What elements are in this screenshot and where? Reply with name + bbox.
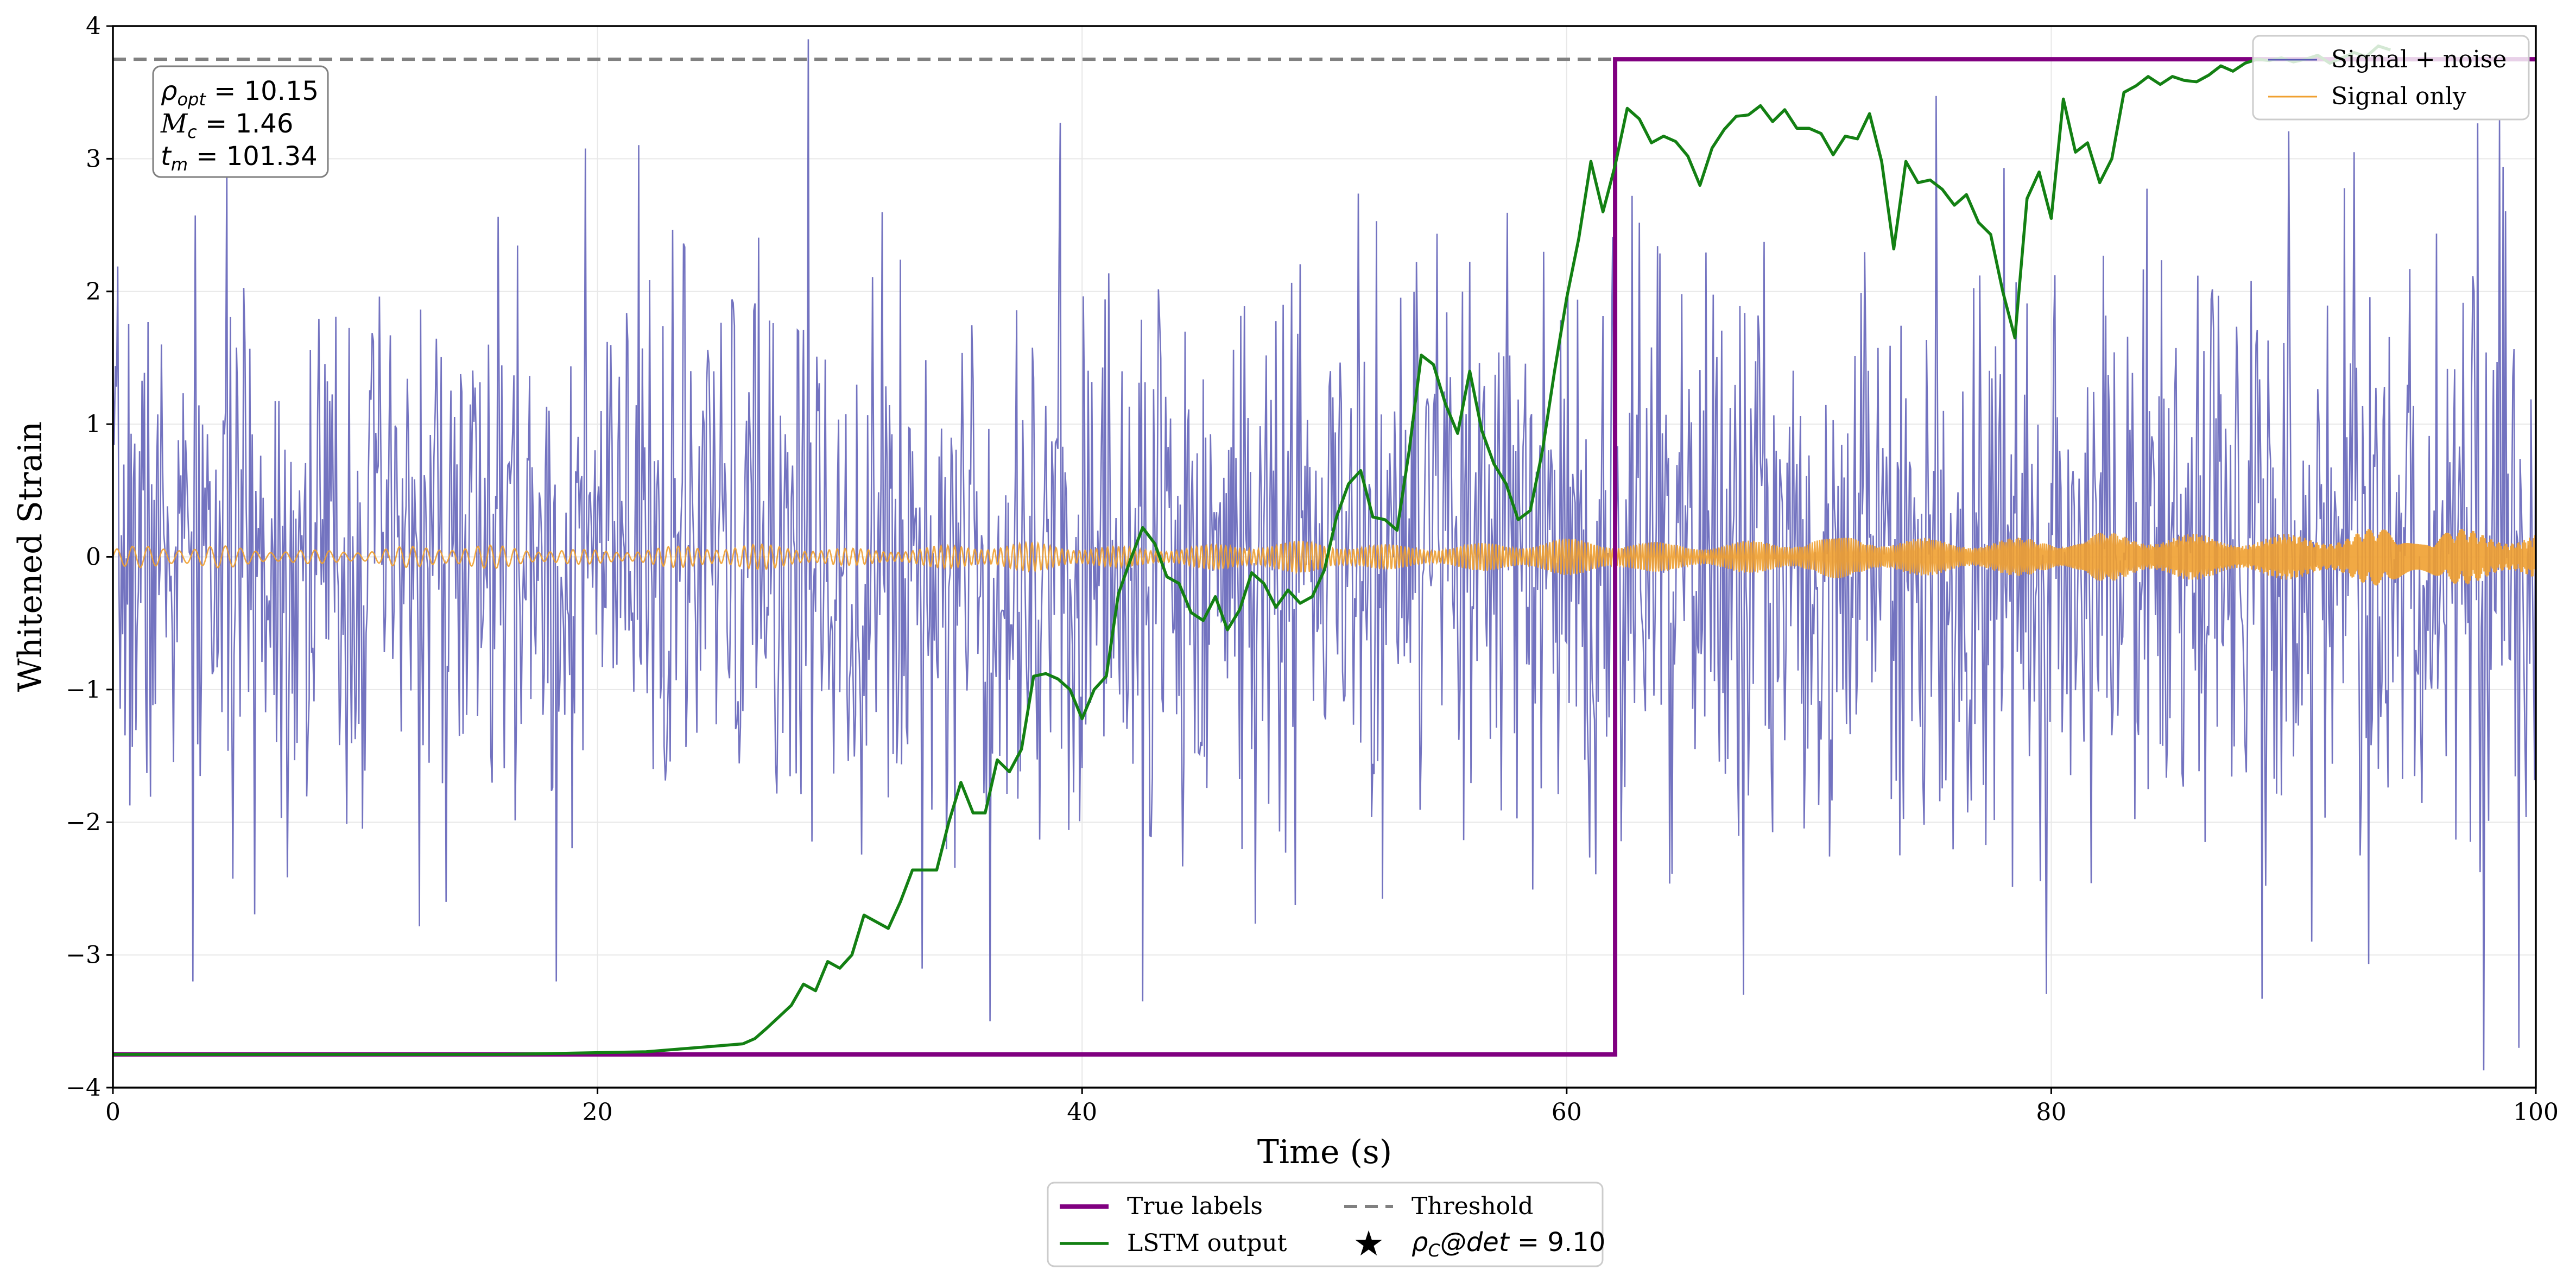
legend-bottom: True labels Threshold LSTM output ★ ρC@d… (1047, 1182, 1605, 1267)
y-tick-label: −3 (66, 942, 101, 969)
legend-top-box (2252, 35, 2530, 121)
annotation-chirp-mass-value: 1.46 (235, 109, 293, 139)
legend-label-lstm-output: LSTM output (1127, 1229, 1287, 1257)
annotation-merger-time: tm = 101.34 (161, 141, 318, 175)
legend-bottom-box (1047, 1182, 1604, 1267)
legend-top-right: Signal + noise Signal only (2252, 35, 2530, 121)
y-tick-label: 3 (86, 145, 101, 173)
annotation-chirp-mass: Mc = 1.46 (160, 109, 293, 142)
legend-label-true-labels: True labels (1127, 1192, 1263, 1220)
x-tick-label: 100 (2513, 1098, 2559, 1126)
y-axis: −4 −3 −2 −1 0 1 2 3 4 (66, 12, 113, 1102)
x-tick-label: 40 (1067, 1098, 1097, 1126)
y-tick-label: −2 (66, 809, 101, 836)
legend-label-threshold: Threshold (1412, 1192, 1533, 1220)
parameter-annotation: ρopt = 10.15 Mc = 1.46 tm = 101.34 (152, 65, 329, 178)
series-line-signal-noise (113, 39, 2536, 1071)
x-axis: 0 20 40 60 80 100 (105, 1088, 2559, 1126)
annotation-rho-opt: ρopt = 10.15 (161, 76, 319, 110)
series-line-true-labels (113, 57, 2536, 1057)
y-tick-label: −4 (66, 1074, 101, 1102)
x-tick-label: 60 (1552, 1098, 1582, 1126)
legend-label-rho-detection: ρC@det = 9.10 (1412, 1227, 1605, 1261)
annotation-rho-opt-value: 10.15 (244, 76, 319, 106)
y-axis-title: Whitened Strain (11, 421, 49, 692)
legend-label-signal-only: Signal only (2331, 83, 2466, 110)
legend-rho-detection-value: 9.10 (1547, 1227, 1605, 1258)
y-tick-label: 2 (86, 278, 101, 306)
series-line-lstm-output (113, 44, 2391, 1056)
y-tick-label: 0 (86, 544, 101, 571)
y-tick-label: 4 (86, 12, 101, 40)
annotation-box (152, 65, 329, 178)
x-tick-label: 80 (2036, 1098, 2066, 1126)
y-tick-label: −1 (66, 676, 101, 704)
x-axis-title: Time (s) (1257, 1133, 1392, 1171)
x-tick-label: 0 (105, 1098, 121, 1126)
annotation-merger-time-value: 101.34 (226, 141, 318, 172)
star-icon: ★ (1353, 1224, 1384, 1264)
legend-label-signal-noise: Signal + noise (2331, 46, 2507, 73)
series-line-signal-only (113, 528, 2536, 586)
x-tick-label: 20 (583, 1098, 613, 1126)
y-tick-label: 1 (86, 411, 101, 438)
